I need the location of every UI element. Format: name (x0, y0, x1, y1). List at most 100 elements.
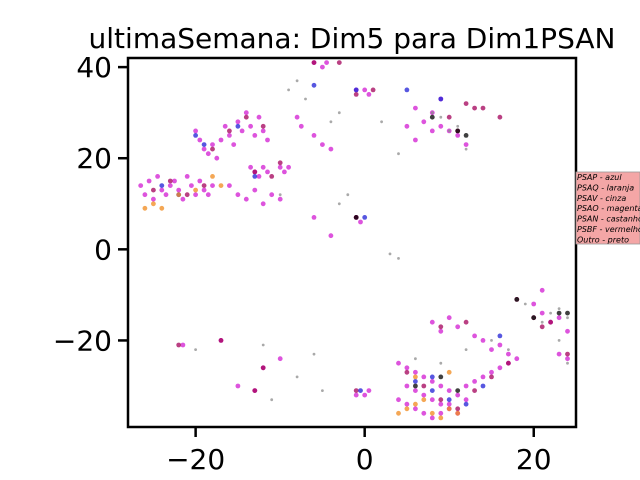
data-point (438, 123, 444, 129)
x-tick-label: 20 (516, 443, 552, 476)
data-point (463, 397, 469, 403)
data-point (294, 114, 300, 120)
data-point (159, 187, 165, 193)
data-point (388, 252, 392, 256)
chart-title: ultimaSemana: Dim5 para Dim1PSAN (89, 22, 616, 55)
data-point (480, 383, 486, 389)
data-point (438, 415, 444, 421)
data-point (429, 114, 435, 120)
data-point (235, 192, 241, 198)
data-point (295, 375, 299, 379)
data-point (439, 361, 443, 365)
data-point (489, 347, 494, 352)
data-point (438, 374, 444, 380)
data-point (358, 388, 363, 393)
data-point (311, 215, 317, 220)
data-point (239, 128, 245, 134)
data-point (531, 301, 537, 307)
data-point (429, 128, 435, 134)
legend-entry: PSAP - azul (577, 173, 622, 182)
data-point (252, 388, 258, 393)
data-point (414, 357, 417, 361)
plot-frame (126, 56, 578, 429)
data-point (438, 96, 444, 102)
data-point (270, 398, 274, 402)
data-point (353, 392, 359, 398)
data-point (455, 388, 461, 393)
data-point (328, 233, 334, 239)
data-point (201, 142, 207, 148)
data-point (337, 202, 341, 206)
data-point (413, 401, 418, 407)
data-point (189, 183, 194, 189)
data-point (446, 401, 452, 407)
data-point (176, 342, 182, 348)
data-point (439, 115, 443, 119)
data-point (514, 297, 520, 302)
data-point (269, 192, 275, 198)
data-point (243, 114, 249, 120)
data-point (265, 169, 270, 175)
data-point (252, 169, 258, 175)
data-point (243, 110, 249, 116)
data-point (489, 374, 494, 380)
data-point (565, 328, 570, 334)
y-tick-label: 20 (76, 142, 112, 175)
data-point (463, 101, 469, 106)
data-point (455, 392, 461, 398)
data-point (446, 114, 452, 120)
data-point (321, 389, 324, 392)
data-point (396, 397, 401, 403)
data-point (557, 307, 561, 310)
data-point (184, 192, 190, 198)
data-point (429, 388, 435, 393)
data-point (497, 365, 503, 371)
data-point (421, 119, 427, 125)
data-point (336, 60, 342, 65)
data-point (167, 183, 173, 189)
data-point (413, 374, 418, 380)
data-point (353, 92, 359, 97)
data-point (205, 151, 211, 157)
data-point (295, 79, 299, 83)
data-point (260, 201, 266, 207)
data-point (227, 128, 232, 134)
legend-entry: PSAQ - laranja (577, 183, 634, 192)
data-point (260, 164, 266, 170)
data-point (248, 164, 254, 170)
data-point (201, 183, 207, 189)
data-point (438, 410, 444, 416)
data-point (328, 146, 334, 152)
data-point (413, 406, 418, 412)
data-point (155, 174, 161, 179)
data-point (480, 338, 486, 343)
data-point (539, 310, 545, 316)
data-point (514, 356, 520, 362)
data-point (193, 128, 199, 134)
data-point (472, 333, 477, 339)
data-point (210, 183, 215, 189)
data-point (197, 178, 203, 184)
data-point (438, 383, 444, 389)
data-point (286, 164, 291, 170)
data-point (539, 287, 545, 293)
data-point (539, 324, 545, 330)
data-point (480, 105, 486, 111)
data-point (429, 319, 435, 325)
data-point (151, 187, 156, 193)
data-point (282, 169, 287, 175)
data-point (353, 87, 359, 93)
data-point (260, 365, 266, 371)
data-point (218, 137, 224, 143)
data-point (176, 187, 182, 193)
data-point (421, 392, 427, 398)
data-point (506, 360, 511, 366)
data-point (396, 410, 401, 416)
data-point (446, 397, 452, 403)
data-point (260, 123, 266, 129)
data-point (507, 348, 510, 351)
data-point (421, 383, 427, 389)
legend-entry: PSBF - vermelho (577, 225, 640, 234)
data-point (201, 146, 207, 152)
